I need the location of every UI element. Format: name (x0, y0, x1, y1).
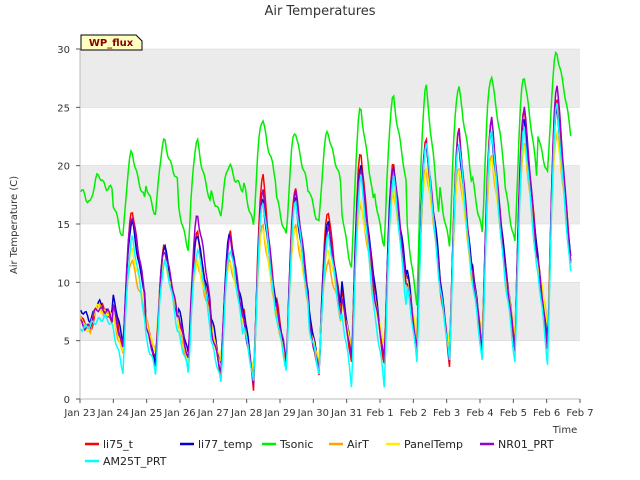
x-tick-label: Jan 24 (97, 408, 129, 419)
x-tick-label: Jan 25 (130, 408, 162, 419)
y-tick-label: 25 (57, 103, 70, 114)
y-tick-label: 10 (57, 278, 70, 289)
legend-label-Tsonic: Tsonic (279, 438, 313, 451)
y-tick-label: 5 (64, 337, 70, 348)
x-tick-label: Feb 2 (400, 408, 427, 419)
x-tick-label: Jan 26 (163, 408, 195, 419)
y-axis-label: Air Temperature (C) (9, 176, 20, 274)
grid-band (80, 282, 580, 341)
legend-label-AirT: AirT (347, 438, 369, 451)
y-tick-label: 30 (57, 45, 70, 56)
y-tick-label: 0 (64, 395, 70, 406)
legend-label-li75_t: li75_t (103, 438, 134, 451)
annotation-label: WP_flux (89, 38, 134, 49)
legend-label-PanelTemp: PanelTemp (404, 438, 463, 451)
x-tick-label: Jan 31 (330, 408, 362, 419)
legend-label-li77_temp: li77_temp (198, 438, 252, 451)
series-line-AM25T_PRT (80, 103, 572, 388)
x-tick-label: Jan 28 (230, 408, 262, 419)
y-tick-label: 20 (57, 162, 70, 173)
legend: li75_t li77_temp Tsonic AirT PanelTemp NR01_P… (85, 438, 554, 468)
x-tick-label: Feb 3 (433, 408, 460, 419)
x-tick-label: Jan 29 (263, 408, 295, 419)
chart-title: Air Temperatures (264, 4, 375, 19)
legend-label-NR01_PRT: NR01_PRT (498, 438, 554, 451)
x-tick-label: Feb 7 (566, 408, 593, 419)
y-tick-label: 15 (57, 220, 70, 231)
series-lines (79, 51, 572, 391)
x-tick-label: Jan 27 (197, 408, 229, 419)
x-axis-label: Time (552, 425, 577, 436)
series-line-Tsonic (80, 51, 572, 306)
x-tick-label: Feb 5 (500, 408, 527, 419)
x-tick-label: Jan 30 (297, 408, 329, 419)
x-tick-label: Feb 1 (366, 408, 393, 419)
x-tick-label: Jan 23 (63, 408, 95, 419)
legend-label-AM25T_PRT: AM25T_PRT (103, 455, 167, 468)
x-tick-label: Feb 4 (466, 408, 493, 419)
x-tick-label: Feb 6 (533, 408, 560, 419)
grid-band (80, 49, 580, 108)
annotation-box: WP_flux (80, 34, 143, 51)
